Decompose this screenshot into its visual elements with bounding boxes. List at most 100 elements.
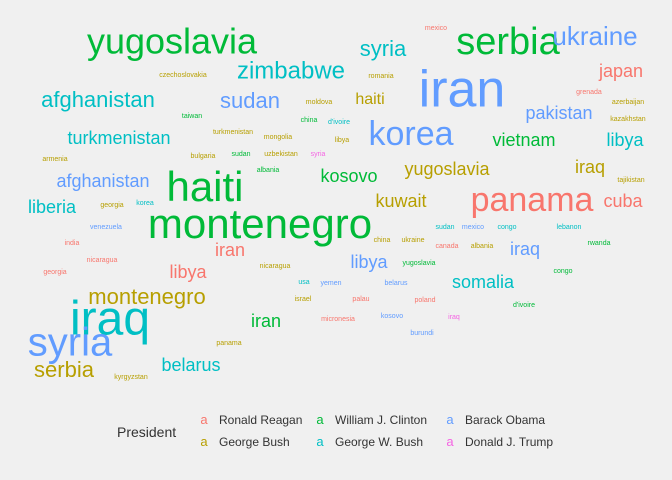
word-japan: japan (598, 61, 643, 81)
word-lebanon: lebanon (557, 224, 582, 231)
legend-item-george-bush: a George Bush (197, 434, 290, 449)
word-panama: panama (471, 181, 594, 219)
word-moldova: moldova (306, 99, 333, 106)
legend-key-glyph: a (316, 412, 324, 427)
word-libya: libya (169, 262, 207, 282)
word-kazakhstan: kazakhstan (610, 116, 646, 123)
word-korea: korea (368, 115, 453, 153)
word-afghanistan: afghanistan (56, 171, 149, 191)
word-china: china (374, 237, 391, 244)
word-vietnam: vietnam (492, 130, 555, 150)
word-syria: syria (360, 36, 407, 61)
word-albania: albania (257, 167, 280, 174)
word-mongolia: mongolia (264, 134, 293, 141)
legend-item-william-j-clinton: a William J. Clinton (313, 412, 427, 427)
word-azerbaijan: azerbaijan (612, 99, 644, 106)
legend-item-ronald-reagan: a Ronald Reagan (197, 412, 302, 427)
word-ukraine: ukraine (552, 21, 637, 51)
word-kuwait: kuwait (375, 191, 426, 211)
word-belarus: belarus (385, 280, 408, 287)
word-zimbabwe: zimbabwe (237, 57, 345, 84)
legend-label: Donald J. Trump (465, 434, 554, 449)
word-usa: usa (298, 279, 309, 286)
word-israel: israel (295, 296, 312, 303)
word-taiwan: taiwan (182, 113, 202, 120)
word-uzbekistan: uzbekistan (264, 151, 298, 158)
word-yugoslavia: yugoslavia (402, 260, 435, 267)
word-canada: canada (436, 243, 459, 250)
word-turkmenistan: turkmenistan (67, 128, 170, 148)
word-nicaragua: nicaragua (260, 263, 291, 270)
word-czechoslovakia: czechoslovakia (159, 72, 207, 79)
word-iran: iran (251, 311, 281, 331)
legend-label: Barack Obama (465, 412, 546, 427)
word-korea: korea (136, 200, 154, 207)
word-romania: romania (368, 73, 393, 80)
word-iraq: iraq (448, 314, 460, 321)
word-syria: syria (28, 321, 113, 365)
word-iraq: iraq (575, 157, 605, 177)
word-burundi: burundi (410, 330, 434, 337)
word-tajikistan: tajikistan (617, 177, 644, 184)
word-yugoslavia: yugoslavia (404, 159, 490, 179)
word-albania: albania (471, 243, 494, 250)
word-mexico: mexico (425, 25, 447, 32)
word-somalia: somalia (452, 272, 515, 292)
word-d-ivoire: d'ivoire (328, 119, 350, 126)
legend-key-glyph: a (200, 434, 208, 449)
legend-key-glyph: a (316, 434, 324, 449)
word-ukraine: ukraine (402, 237, 425, 244)
word-cuba: cuba (603, 191, 643, 211)
legend-label: William J. Clinton (335, 412, 428, 427)
word-yemen: yemen (320, 280, 341, 287)
word-congo: congo (553, 268, 572, 275)
word-haiti: haiti (355, 91, 384, 108)
word-poland: poland (414, 297, 435, 304)
word-armenia: armenia (42, 156, 67, 163)
word-iraq: iraq (510, 239, 540, 259)
word-serbia: serbia (456, 21, 560, 63)
legend-label: George Bush (219, 434, 290, 449)
word-libya: libya (350, 252, 388, 272)
word-yugoslavia: yugoslavia (87, 21, 258, 62)
legend-key-glyph: a (446, 434, 454, 449)
word-venezuela: venezuela (90, 224, 122, 231)
word-iran: iran (419, 61, 506, 119)
legend-label: Ronald Reagan (219, 412, 303, 427)
word-china: china (301, 117, 318, 124)
legend-key-glyph: a (446, 412, 454, 427)
word-d-ivoire: d'ivoire (513, 302, 535, 309)
word-mexico: mexico (462, 224, 484, 231)
word-libya: libya (335, 137, 350, 144)
word-belarus: belarus (161, 355, 220, 375)
word-kyrgyzstan: kyrgyzstan (114, 374, 148, 381)
word-pakistan: pakistan (525, 103, 592, 123)
word-micronesia: micronesia (321, 316, 355, 323)
word-iraq: iraq (70, 293, 150, 346)
word-montenegro: montenegro (148, 200, 372, 247)
word-serbia: serbia (34, 357, 95, 382)
legend-label: George W. Bush (335, 434, 424, 449)
word-grenada: grenada (576, 89, 602, 96)
word-georgia: georgia (100, 202, 123, 209)
word-nicaragua: nicaragua (87, 257, 118, 264)
legend-item-donald-j-trump: a Donald J. Trump (443, 434, 553, 449)
word-rwanda: rwanda (588, 240, 611, 247)
legend-item-barack-obama: a Barack Obama (443, 412, 545, 427)
legend-title: President (117, 424, 177, 440)
word-sudan: sudan (220, 88, 280, 113)
word-haiti: haiti (166, 163, 243, 210)
word-india: india (65, 240, 80, 247)
word-syria: syria (311, 151, 326, 158)
word-panama: panama (216, 340, 241, 347)
word-kosovo: kosovo (320, 166, 377, 186)
word-iran: iran (215, 240, 245, 260)
word-palau: palau (352, 296, 369, 303)
word-libya: libya (606, 130, 644, 150)
legend-key-glyph: a (200, 412, 208, 427)
word-bulgaria: bulgaria (191, 153, 216, 160)
legend: President a Ronald Reagan a George Bush a Wil… (117, 412, 577, 460)
word-congo: congo (497, 224, 516, 231)
word-liberia: liberia (28, 197, 77, 217)
word-sudan: sudan (435, 224, 454, 231)
